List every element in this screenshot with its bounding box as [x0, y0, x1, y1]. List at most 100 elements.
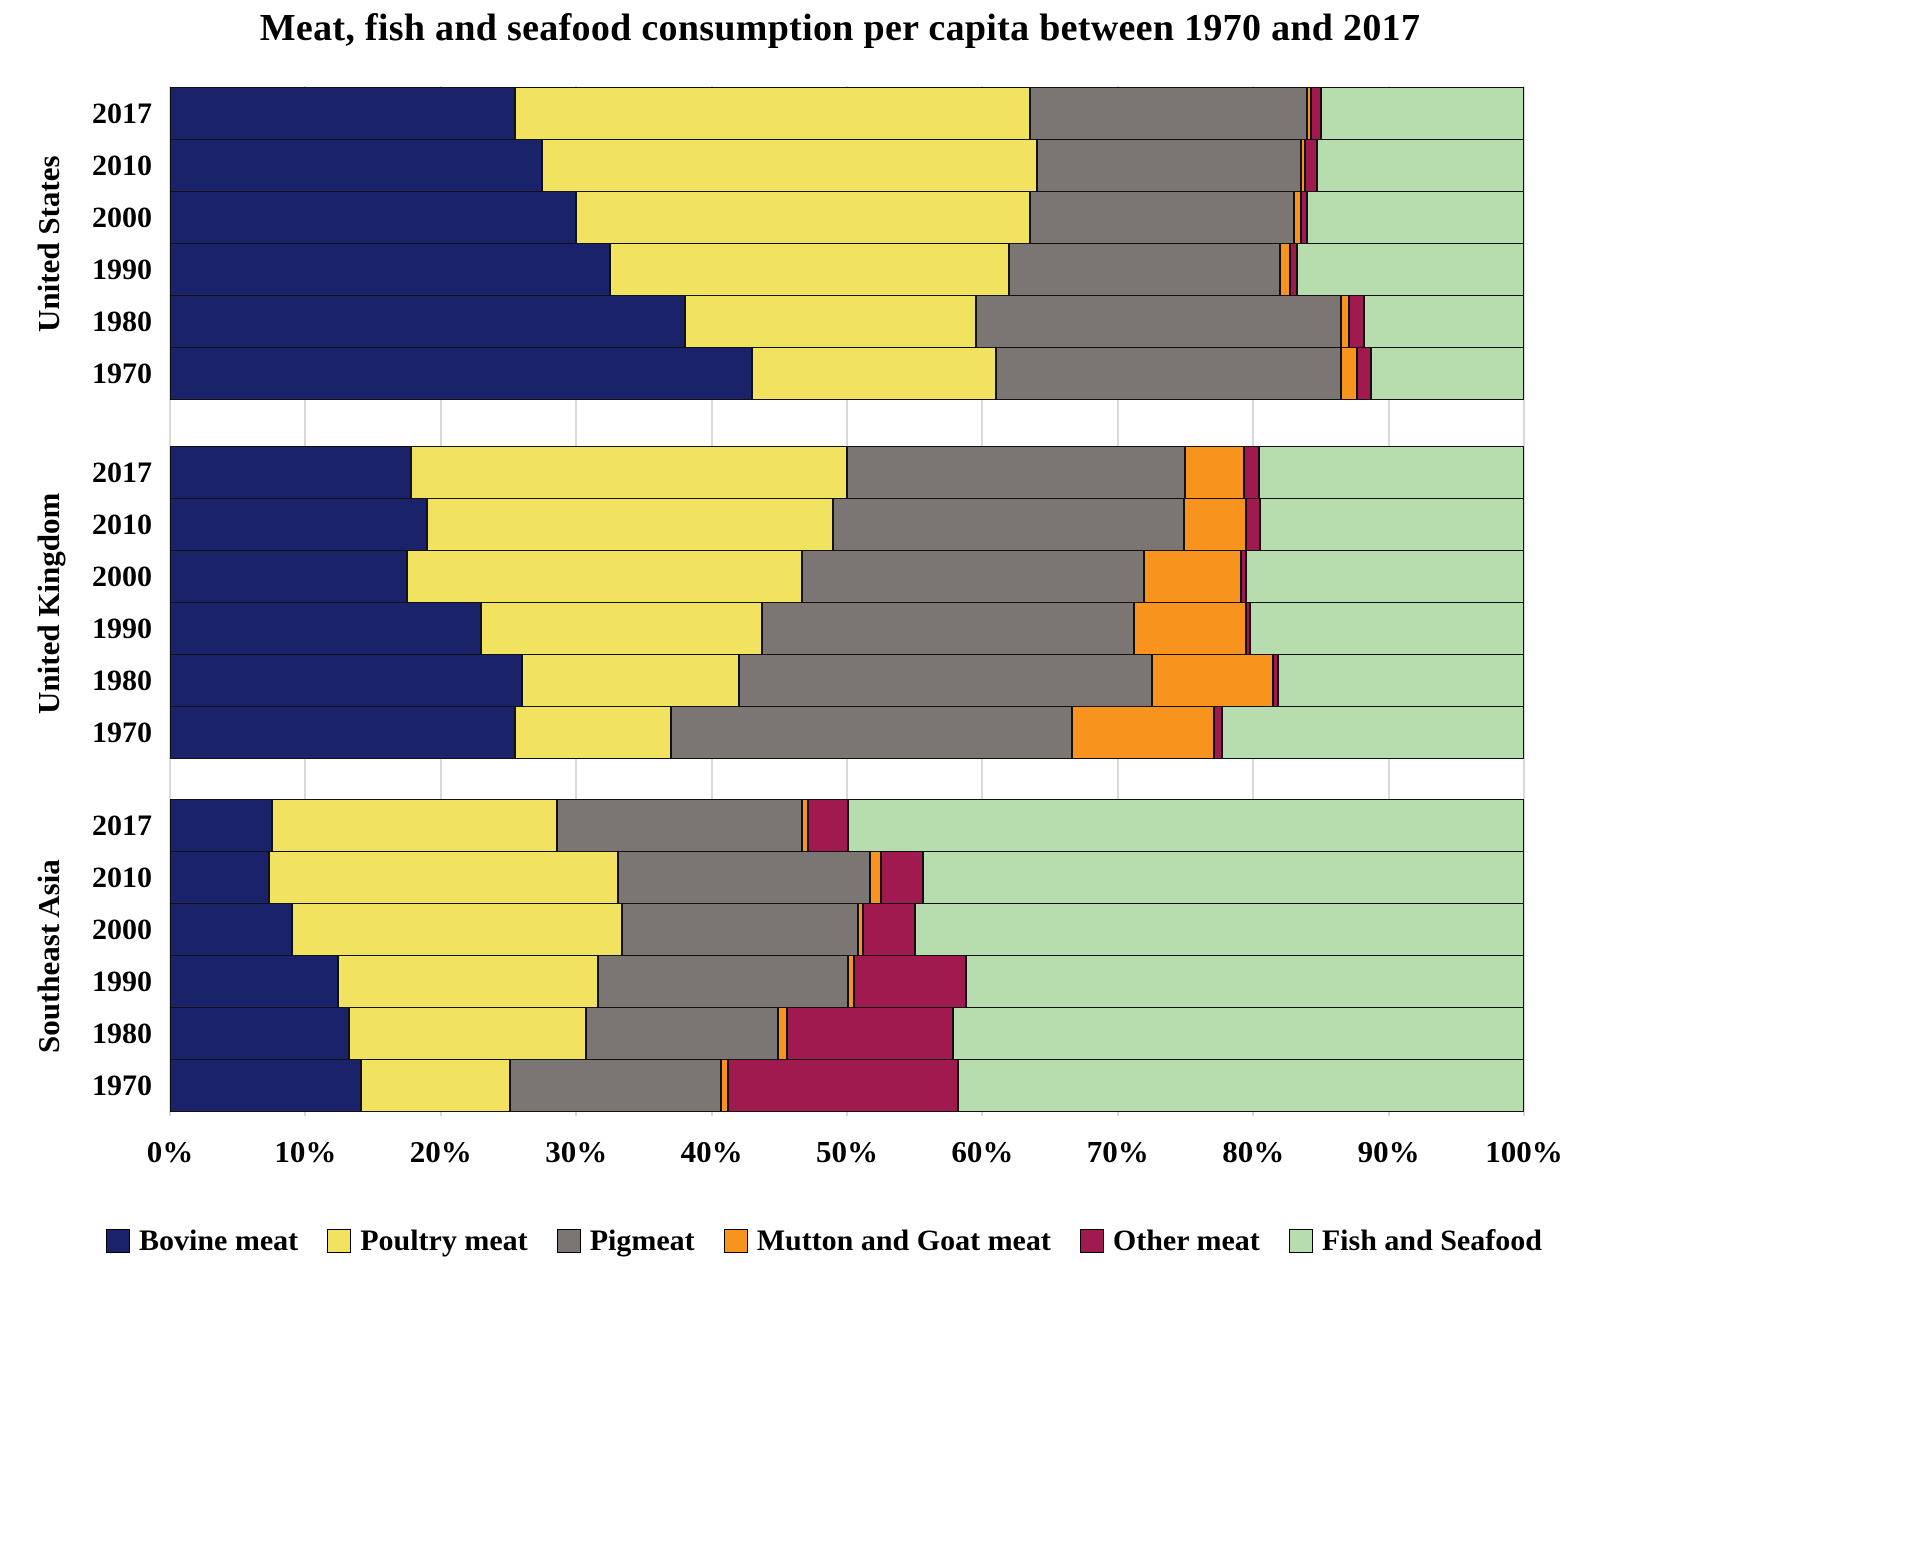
- bar-segment-mutton-and-goat-meat: [1151, 654, 1274, 707]
- bar-segment-pigmeat: [738, 654, 1152, 707]
- legend-item-fish-and-seafood: Fish and Seafood: [1288, 1224, 1542, 1258]
- year-label: 1970: [92, 356, 152, 390]
- region-group-united-states: United States 2017 2010 2000 1990 1980 1970: [31, 87, 1524, 400]
- year-label: 1970: [92, 1068, 152, 1102]
- poultry-meat-swatch-icon: [327, 1229, 352, 1253]
- bar-segment-poultry-meat: [411, 446, 847, 499]
- x-tick-label: 60%: [951, 1134, 1014, 1169]
- bar-segment-bovine-meat: [170, 139, 543, 192]
- x-tick-label: 80%: [1222, 1134, 1285, 1169]
- bar-segment-bovine-meat: [170, 446, 411, 499]
- bar-segment-other-meat: [1300, 191, 1308, 244]
- bar-segment-fish-and-seafood: [914, 903, 1524, 956]
- legend-label: Other meat: [1112, 1224, 1260, 1257]
- bar-segment-pigmeat: [597, 955, 849, 1008]
- legend-item-bovine-meat: Bovine meat: [106, 1224, 298, 1258]
- bar-segment-poultry-meat: [360, 1059, 510, 1112]
- bar-segment-bovine-meat: [170, 1059, 361, 1112]
- bar-row: 1990: [92, 955, 1524, 1008]
- year-label: 2017: [92, 96, 152, 130]
- x-axis: 0% 10% 20% 30% 40% 50% 60% 70% 80% 90% 100%: [0, 1134, 1928, 1176]
- bar-row: 2000: [92, 550, 1524, 603]
- bar-segment-bovine-meat: [170, 799, 272, 852]
- year-label: 1970: [92, 715, 152, 749]
- bar-segment-other-meat: [787, 1007, 953, 1060]
- bar-segment-fish-and-seafood: [958, 1059, 1524, 1112]
- bar-segment-fish-and-seafood: [1258, 446, 1524, 499]
- bar-segment-bovine-meat: [170, 295, 685, 348]
- bar-row: 2010: [92, 139, 1524, 192]
- x-tick-label: 20%: [409, 1134, 472, 1169]
- bar-segment-pigmeat: [1009, 243, 1281, 296]
- bovine-meat-swatch-icon: [106, 1229, 130, 1253]
- x-tick-label: 100%: [1485, 1134, 1563, 1169]
- year-label: 1980: [92, 1016, 152, 1050]
- bar-segment-poultry-meat: [515, 706, 671, 759]
- bar-segment-pigmeat: [833, 498, 1185, 551]
- bar-segment-mutton-and-goat-meat: [848, 955, 854, 1008]
- mutton-and-goat-meat-swatch-icon: [723, 1229, 748, 1253]
- region-group-southeast-asia: Southeast Asia 2017 2010 2000 1990 1980 1970: [31, 799, 1524, 1112]
- legend-label: Mutton and Goat meat: [756, 1224, 1051, 1257]
- bar-segment-poultry-meat: [522, 654, 739, 707]
- bar-segment-pigmeat: [1036, 139, 1301, 192]
- bar-segment-poultry-meat: [427, 498, 834, 551]
- region-group-united-kingdom: United Kingdom 2017 2010 2000 1990 1980 1970: [31, 446, 1524, 759]
- bar-row: 1980: [92, 654, 1524, 707]
- bar-segment-poultry-meat: [515, 87, 1030, 140]
- bar-segment-other-meat: [1246, 602, 1251, 655]
- bar-segment-pigmeat: [557, 799, 803, 852]
- bar-segment-mutton-and-goat-meat: [1280, 243, 1290, 296]
- gridline: [1523, 86, 1525, 1116]
- bar-segment-bovine-meat: [170, 602, 482, 655]
- bar-segment-fish-and-seafood: [1259, 498, 1524, 551]
- bar-segment-mutton-and-goat-meat: [1185, 446, 1244, 499]
- year-label: 2017: [92, 455, 152, 489]
- year-label: 2000: [92, 559, 152, 593]
- bar-segment-pigmeat: [802, 550, 1144, 603]
- region-label: United Kingdom: [31, 492, 66, 714]
- bar-segment-poultry-meat: [406, 550, 803, 603]
- bar-segment-poultry-meat: [348, 1007, 586, 1060]
- legend: Bovine meat Poultry meat Pigmeat Mutton and…: [106, 1224, 1542, 1258]
- pigmeat-swatch-icon: [556, 1229, 581, 1253]
- bar-segment-bovine-meat: [170, 87, 516, 140]
- bar-row: 2017: [92, 799, 1524, 852]
- bar-segment-other-meat: [1304, 139, 1317, 192]
- x-tick-label: 50%: [816, 1134, 878, 1169]
- x-tick-label: 90%: [1357, 1134, 1420, 1169]
- x-tick-label: 10%: [274, 1134, 337, 1169]
- year-label: 2017: [92, 808, 152, 842]
- bar-segment-fish-and-seafood: [1370, 347, 1524, 400]
- bar-row: 1970: [92, 347, 1524, 400]
- bar-segment-poultry-meat: [271, 799, 558, 852]
- bar-segment-fish-and-seafood: [952, 1007, 1524, 1060]
- legend-label: Pigmeat: [589, 1224, 695, 1257]
- bar-row: 1980: [92, 1007, 1524, 1060]
- bar-segment-mutton-and-goat-meat: [1341, 295, 1350, 348]
- bar-segment-bovine-meat: [170, 955, 338, 1008]
- bar-segment-mutton-and-goat-meat: [1134, 602, 1247, 655]
- bar-segment-poultry-meat: [481, 602, 762, 655]
- year-label: 2000: [92, 912, 152, 946]
- bar-segment-mutton-and-goat-meat: [1293, 191, 1301, 244]
- bar-segment-bovine-meat: [170, 243, 611, 296]
- bar-segment-other-meat: [853, 955, 967, 1008]
- bar-segment-other-meat: [863, 903, 915, 956]
- bar-segment-mutton-and-goat-meat: [1184, 498, 1247, 551]
- fish-and-seafood-swatch-icon: [1288, 1229, 1313, 1253]
- bar-segment-other-meat: [1357, 347, 1371, 400]
- x-tick-label: 30%: [545, 1134, 608, 1169]
- bar-segment-mutton-and-goat-meat: [1300, 139, 1305, 192]
- bar-segment-mutton-and-goat-meat: [802, 799, 808, 852]
- year-label: 1980: [92, 663, 152, 697]
- bar-row: 1970: [92, 706, 1524, 759]
- year-label: 1990: [92, 611, 152, 645]
- bar-segment-other-meat: [1246, 498, 1260, 551]
- year-label: 2010: [92, 148, 152, 182]
- bar-segment-mutton-and-goat-meat: [1071, 706, 1214, 759]
- bar-segment-fish-and-seafood: [966, 955, 1524, 1008]
- year-label: 2000: [92, 200, 152, 234]
- region-label: Southeast Asia: [31, 859, 66, 1053]
- bar-segment-pigmeat: [761, 602, 1135, 655]
